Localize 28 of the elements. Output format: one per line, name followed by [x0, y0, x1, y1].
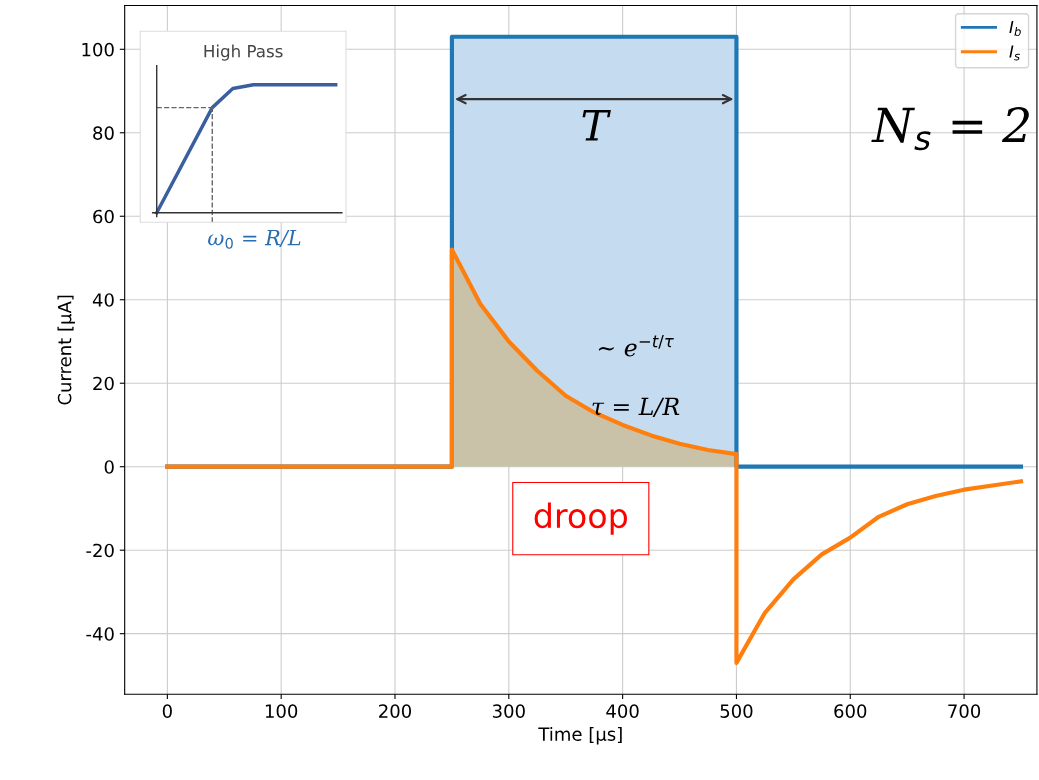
x-tick-label: 300	[492, 704, 525, 718]
legend-label: I$_{s}$	[1009, 45, 1020, 61]
annotation: τ = L/R	[592, 397, 680, 418]
y-tick-label: -40	[86, 627, 114, 641]
line-series	[165, 247, 1024, 665]
y-axis-title: Current [μA]	[57, 295, 75, 405]
y-tick-label: 0	[104, 460, 114, 474]
annotation: ω$_{0}$ = R/L	[208, 230, 301, 249]
x-tick-label: 700	[948, 704, 981, 718]
y-tick-label: -20	[86, 543, 114, 558]
x-tick-label: 100	[265, 704, 298, 718]
y-tick-label: 80	[93, 126, 114, 140]
annotation: High Pass	[204, 44, 283, 61]
x-tick-label: 0	[162, 704, 172, 718]
legend-label: I$_{b}$	[1009, 20, 1021, 37]
annotation: N$_{s}$ = 2	[871, 107, 1029, 151]
x-tick-label: 600	[834, 704, 867, 718]
annotation: droop	[534, 502, 628, 535]
x-tick-label: 200	[379, 704, 412, 718]
x-tick-label: 400	[606, 704, 639, 718]
y-tick-label: 100	[82, 42, 114, 57]
x-tick-label: 500	[720, 704, 753, 718]
y-tick-label: 40	[92, 293, 114, 307]
y-tick-label: 20	[93, 376, 114, 391]
annotation: T	[582, 110, 611, 141]
y-tick-label: 60	[93, 209, 114, 224]
annotation: ∼ e$^{−t/τ}$	[598, 335, 674, 357]
x-axis-title: Time [μs]	[538, 726, 622, 745]
